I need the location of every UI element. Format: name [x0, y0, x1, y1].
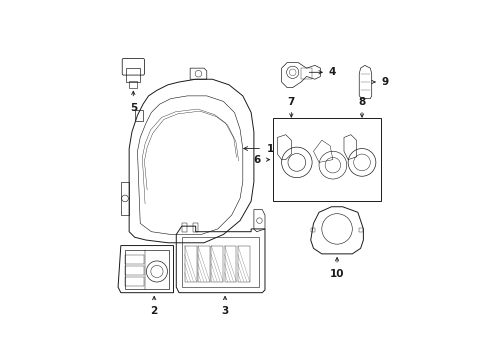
Bar [193, 223, 198, 232]
Bar [301, 68, 312, 79]
Bar [273, 118, 381, 201]
Text: 7: 7 [288, 97, 295, 107]
Bar [125, 278, 144, 286]
Text: 5: 5 [130, 103, 137, 113]
Text: 4: 4 [329, 67, 336, 77]
Bar [125, 250, 170, 288]
Bar [359, 228, 364, 232]
Text: 2: 2 [150, 306, 158, 316]
Text: 6: 6 [254, 155, 261, 165]
Bar [129, 81, 138, 87]
Text: 8: 8 [358, 97, 366, 107]
Text: 9: 9 [381, 77, 389, 87]
Bar [126, 68, 140, 82]
Bar [198, 246, 210, 282]
Bar [182, 223, 187, 232]
Bar [125, 255, 144, 264]
Bar [224, 246, 237, 282]
Bar [311, 228, 315, 232]
Bar [125, 266, 144, 275]
Text: 10: 10 [330, 269, 344, 279]
Bar [211, 246, 223, 282]
Text: 3: 3 [221, 306, 229, 316]
Bar [185, 246, 196, 282]
Text: 1: 1 [267, 144, 273, 153]
Bar [182, 237, 259, 287]
Bar [238, 246, 250, 282]
